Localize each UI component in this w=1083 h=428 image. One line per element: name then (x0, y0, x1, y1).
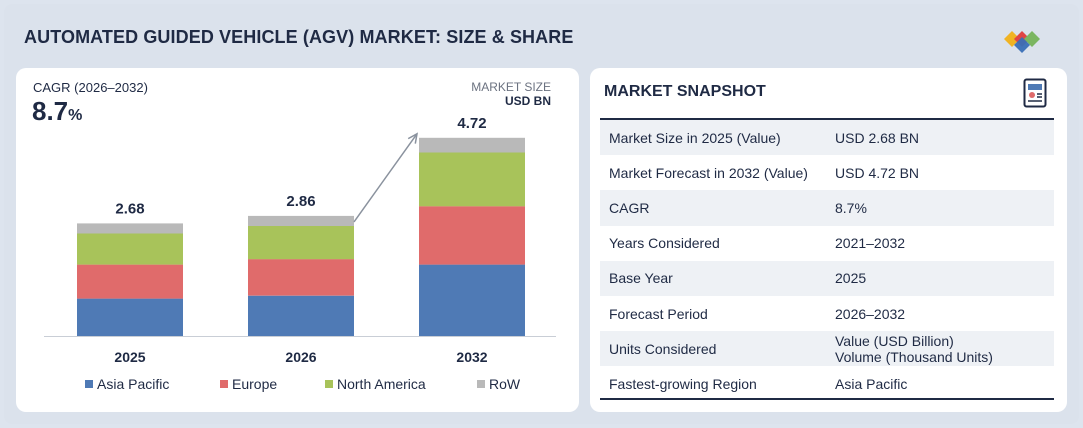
legend-swatch (325, 380, 333, 388)
snapshot-value: USD 2.68 BN (835, 129, 920, 146)
bar-total-label: 4.72 (457, 115, 486, 132)
snapshot-key: Years Considered (609, 235, 720, 252)
cagr-value: 8.7% (32, 96, 83, 126)
growth-arrow-head (407, 132, 419, 144)
snapshot-row: Fastest-growing Region Asia Pacific (600, 366, 1054, 401)
snapshot-title: MARKET SNAPSHOT (604, 83, 766, 100)
snapshot-row: Market Size in 2025 (Value) USD 2.68 BN (600, 120, 1054, 156)
bar-total-label: 2.86 (286, 193, 315, 210)
legend-swatch (220, 380, 228, 388)
snapshot-row: Forecast Period 2026–2032 (600, 296, 1054, 331)
snapshot-row: Years Considered 2021–2032 (600, 226, 1054, 261)
snapshot-bottom-rule (600, 398, 1054, 400)
report-icon (1023, 78, 1047, 108)
snapshot-key: Market Size in 2025 (Value) (609, 129, 781, 146)
snapshot-value: Value (USD Billion) Volume (Thousand Unit… (835, 332, 993, 365)
snapshot-value: Asia Pacific (835, 375, 908, 392)
bar-row-2025 (77, 223, 183, 234)
legend-label: Europe (232, 376, 277, 392)
bar-asia-pacific-2026 (248, 295, 354, 336)
bar-north-america-2026 (248, 226, 354, 260)
legend-swatch (477, 380, 485, 388)
x-tick-label: 2026 (285, 349, 316, 365)
bar-asia-pacific-2025 (77, 298, 183, 336)
snapshot-key: CAGR (609, 199, 650, 216)
legend-label: North America (337, 376, 426, 392)
brand-logo-icon (1004, 31, 1040, 53)
snapshot-top-rule (600, 118, 1054, 120)
snapshot-value: 8.7% (835, 199, 867, 216)
bar-europe-2025 (77, 264, 183, 299)
legend-label: Asia Pacific (97, 376, 169, 392)
bar-north-america-2025 (77, 233, 183, 265)
snapshot-key: Market Forecast in 2032 (Value) (609, 164, 808, 181)
snapshot-key: Forecast Period (609, 305, 708, 322)
snapshot-value: 2026–2032 (835, 305, 906, 322)
snapshot-value: USD 4.72 BN (835, 164, 920, 181)
snapshot-row: Base Year 2025 (600, 260, 1054, 296)
snapshot-value: 2025 (835, 270, 867, 287)
market-size-label: MARKET SIZE (471, 80, 551, 94)
snapshot-key: Base Year (609, 270, 673, 287)
snapshot-row: Units Considered Value (USD Billion) Volum… (600, 331, 1054, 367)
bar-row-2026 (248, 215, 354, 226)
x-tick-label: 2032 (456, 349, 487, 365)
growth-arrow (353, 133, 418, 223)
bar-total-label: 2.68 (115, 200, 144, 217)
snapshot-row: Market Forecast in 2032 (Value) USD 4.72 … (600, 155, 1054, 190)
snapshot-row: CAGR 8.7% (600, 190, 1054, 226)
snapshot-table: Market Size in 2025 (Value) USD 2.68 BN Ma… (600, 120, 1054, 402)
legend-swatch (85, 380, 93, 388)
snapshot-key: Fastest-growing Region (609, 375, 757, 392)
stacked-bar-chart: 2.68 2025 2.86 2026 4.72 2032 Asia Pacific Euro… (44, 115, 556, 392)
market-size-unit: USD BN (504, 94, 551, 108)
bar-asia-pacific-2032 (419, 264, 525, 336)
bar-row-2032 (419, 137, 525, 153)
bar-europe-2026 (248, 259, 354, 296)
snapshot-key: Units Considered (609, 340, 717, 357)
cagr-label: CAGR (2026–2032) (33, 80, 148, 95)
snapshot-value: 2021–2032 (835, 235, 906, 252)
bar-europe-2032 (419, 206, 525, 265)
legend-label: RoW (489, 376, 521, 392)
page-title: AUTOMATED GUIDED VEHICLE (AGV) MARKET: S… (24, 27, 574, 47)
x-tick-label: 2025 (114, 349, 145, 365)
bar-north-america-2032 (419, 152, 525, 207)
